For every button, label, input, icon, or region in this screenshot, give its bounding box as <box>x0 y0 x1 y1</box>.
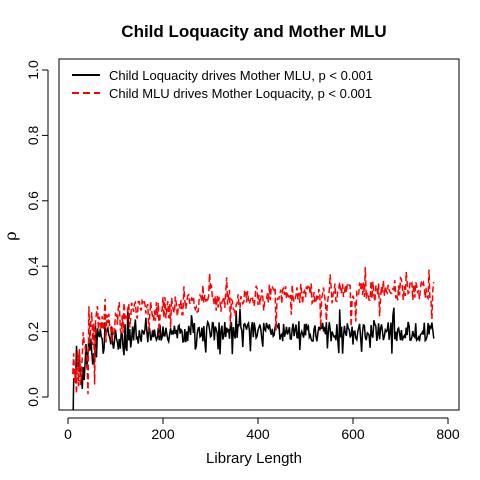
x-axis-label: Library Length <box>206 450 302 467</box>
y-tick-label: 0.8 <box>25 125 41 145</box>
legend-label-2: Child MLU drives Mother Loquacity, p < 0… <box>109 86 372 101</box>
x-tick-label: 600 <box>341 426 365 442</box>
chart-title: Child Loquacity and Mother MLU <box>121 22 386 41</box>
x-tick-label: 400 <box>246 426 270 442</box>
y-tick-label: 0.4 <box>25 256 41 276</box>
x-tick-label: 200 <box>151 426 175 442</box>
x-tick-label: 0 <box>64 426 72 442</box>
x-tick-label: 800 <box>436 426 460 442</box>
y-tick-label: 0.2 <box>25 322 41 342</box>
y-axis-label: ρ <box>1 231 20 240</box>
y-tick-label: 0.6 <box>25 191 41 211</box>
y-tick-label: 0.0 <box>25 387 41 407</box>
legend-label-1: Child Loquacity drives Mother MLU, p < 0… <box>109 68 373 83</box>
y-tick-label: 1.0 <box>25 60 41 80</box>
